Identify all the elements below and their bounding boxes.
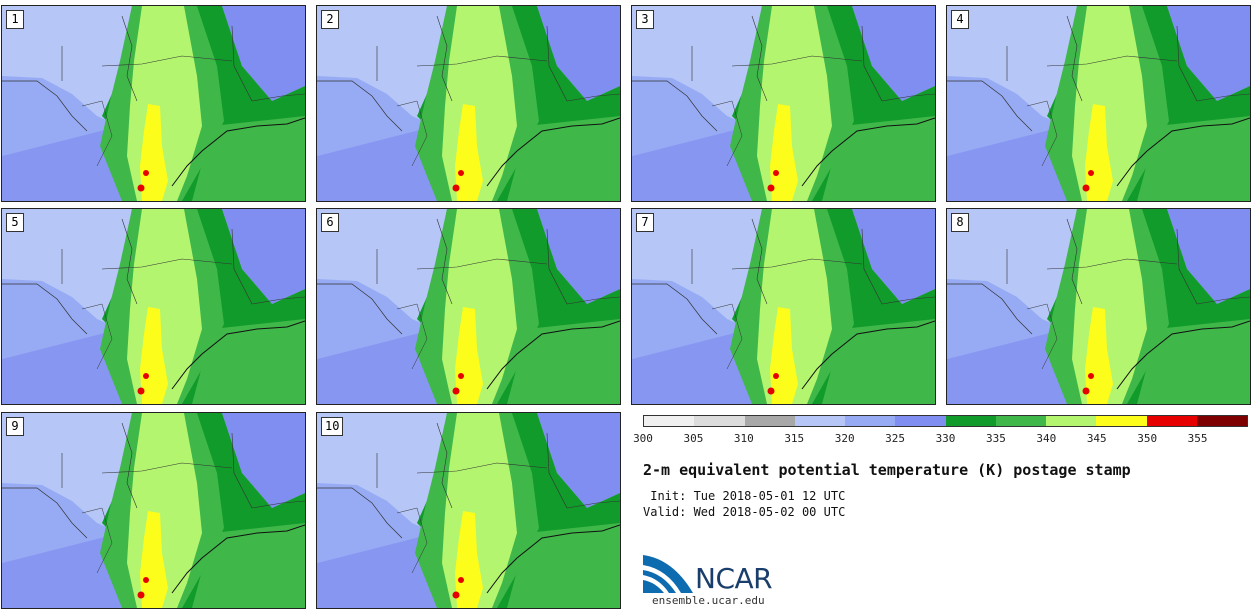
member-label: 1: [6, 10, 24, 29]
member-panel-5: 5: [1, 208, 306, 405]
colorbar-segment: [1146, 416, 1197, 426]
logo-text: NCAR: [695, 562, 773, 595]
member-panel-2: 2: [316, 5, 621, 202]
logo-url: ensemble.ucar.edu: [652, 594, 765, 607]
colorbar-tick-label: 330: [935, 432, 956, 445]
colorbar-segment: [1096, 416, 1147, 426]
member-label: 5: [6, 213, 24, 232]
chart-title: 2-m equivalent potential temperature (K)…: [643, 461, 1131, 479]
member-label: 8: [951, 213, 969, 232]
colorbar-segment: [945, 416, 996, 426]
colorbar-tick-label: 325: [885, 432, 906, 445]
colorbar-segment: [694, 416, 745, 426]
colorbar-segment: [644, 416, 695, 426]
valid-time: Valid: Wed 2018-05-02 00 UTC: [643, 505, 846, 519]
colorbar-tick-label: 310: [733, 432, 754, 445]
init-time: Init: Tue 2018-05-01 12 UTC: [643, 489, 846, 503]
colorbar: [643, 415, 1248, 427]
member-label: 2: [321, 10, 339, 29]
member-panel-3: 3: [631, 5, 936, 202]
member-label: 6: [321, 213, 339, 232]
colorbar-segment: [744, 416, 795, 426]
member-map: [2, 6, 305, 201]
member-label: 3: [636, 10, 654, 29]
member-map: [317, 209, 620, 404]
colorbar-tick-label: 315: [784, 432, 805, 445]
ncar-logo-icon: [643, 555, 693, 593]
member-panel-10: 10: [316, 412, 621, 609]
colorbar-tick-label: 355: [1187, 432, 1208, 445]
member-label: 4: [951, 10, 969, 29]
colorbar-tick-label: 350: [1137, 432, 1158, 445]
member-panel-6: 6: [316, 208, 621, 405]
member-map: [632, 6, 935, 201]
member-map: [632, 209, 935, 404]
member-label: 7: [636, 213, 654, 232]
member-label: 10: [321, 417, 344, 436]
colorbar-segment: [1046, 416, 1097, 426]
member-panel-8: 8: [946, 208, 1251, 405]
member-panel-7: 7: [631, 208, 936, 405]
colorbar-tick-label: 305: [683, 432, 704, 445]
member-panel-1: 1: [1, 5, 306, 202]
colorbar-tick-label: 320: [834, 432, 855, 445]
member-map: [317, 413, 620, 608]
colorbar-tick-label: 345: [1086, 432, 1107, 445]
member-map: [317, 6, 620, 201]
member-map: [947, 209, 1250, 404]
member-panel-4: 4: [946, 5, 1251, 202]
member-map: [947, 6, 1250, 201]
colorbar-segment: [845, 416, 896, 426]
colorbar-tick-label: 340: [1036, 432, 1057, 445]
member-panel-9: 9: [1, 412, 306, 609]
colorbar-segment: [995, 416, 1046, 426]
colorbar-tick-label: 300: [633, 432, 653, 445]
colorbar-segment: [794, 416, 845, 426]
member-map: [2, 209, 305, 404]
colorbar-segment: [895, 416, 946, 426]
colorbar-segment: [1196, 416, 1247, 426]
colorbar-tick-label: 335: [985, 432, 1006, 445]
member-label: 9: [6, 417, 24, 436]
member-map: [2, 413, 305, 608]
